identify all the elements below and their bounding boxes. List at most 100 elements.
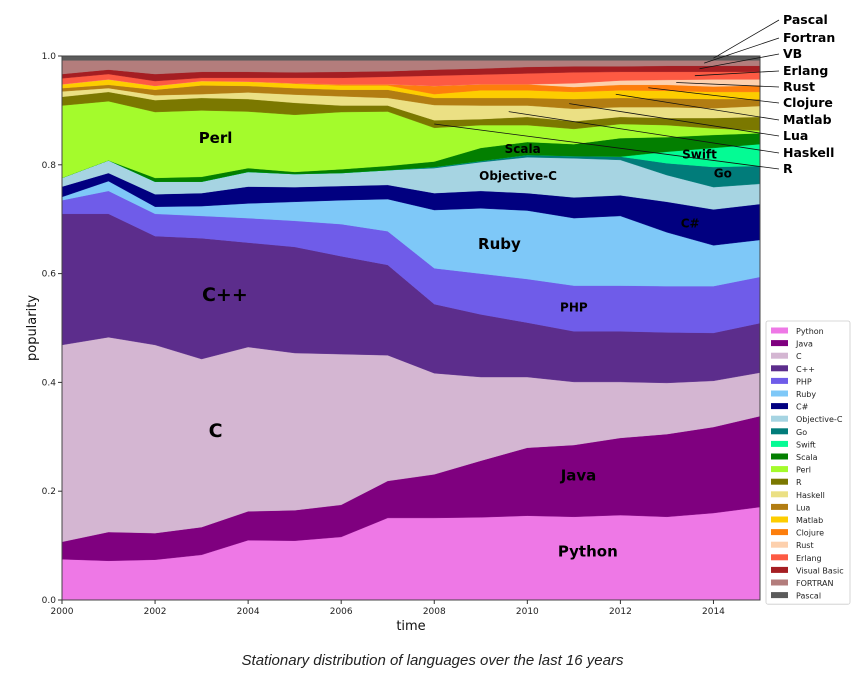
stacked-area-chart: 2000 2002 2004 2006 2008 2010 2012 2014 0.00.20… — [25, 12, 851, 634]
x-tick-label: 2012 — [609, 607, 632, 617]
legend-label: Swift — [796, 440, 816, 449]
annotation-clojure: Clojure — [783, 95, 833, 110]
legend-item-perl: Perl — [771, 466, 811, 475]
y-tick-label: 1.0 — [42, 52, 57, 62]
legend-label: Rust — [796, 541, 814, 550]
annotation-leader-line — [434, 123, 780, 170]
legend-label: R — [796, 478, 802, 487]
area-label-cpp: C++ — [202, 284, 248, 306]
legend-label: C# — [796, 403, 809, 412]
x-tick-label: 2004 — [237, 607, 260, 617]
y-tick-label: 0.0 — [42, 596, 57, 606]
legend-item-objective-c: Objective-C — [771, 415, 843, 424]
legend-swatch — [771, 491, 788, 498]
area-label-go: Go — [714, 166, 732, 180]
legend-label: Pascal — [796, 592, 821, 601]
x-axis-label: time — [396, 619, 425, 634]
legend-item-haskell: Haskell — [771, 491, 825, 500]
legend-item-python: Python — [771, 327, 824, 336]
figure-caption: Stationary distribution of languages ove… — [241, 652, 624, 669]
annotation-pascal: Pascal — [783, 12, 828, 27]
area-label-java: Java — [560, 466, 597, 484]
legend-item-clojure: Clojure — [771, 529, 824, 538]
legend-swatch — [771, 541, 788, 548]
annotation-leader-line — [508, 111, 780, 154]
legend-label: Java — [795, 340, 813, 349]
area-label-perl: Perl — [199, 129, 233, 147]
legend-swatch — [771, 453, 788, 460]
legend-swatch — [771, 554, 788, 561]
annotation-rust: Rust — [783, 79, 815, 94]
legend-swatch — [771, 516, 788, 523]
x-tick-label: 2006 — [330, 607, 353, 617]
legend-swatch — [771, 478, 788, 485]
annotation-leader-line — [615, 93, 780, 121]
y-tick-label: 0.6 — [42, 270, 57, 280]
y-tick-label: 0.2 — [42, 487, 56, 497]
annotation-lua: Lua — [783, 128, 808, 143]
legend-item-visual-basic: Visual Basic — [771, 566, 844, 575]
annotation-fortran: Fortran — [783, 30, 835, 45]
legend-label: Visual Basic — [796, 566, 844, 575]
area-label-ruby: Ruby — [478, 235, 521, 253]
x-tick-label: 2000 — [51, 607, 74, 617]
annotation-matlab: Matlab — [783, 112, 832, 127]
legend-item-java: Java — [771, 340, 813, 349]
annotation-leader-line — [694, 70, 780, 77]
annotation-leader-line — [699, 53, 780, 70]
x-tick-label: 2010 — [516, 607, 539, 617]
legend-label: Perl — [796, 466, 811, 475]
legend-item-csharp: C# — [771, 403, 809, 412]
x-tick-label: 2014 — [702, 607, 725, 617]
legend-swatch — [771, 529, 788, 536]
area-pascal — [61, 55, 761, 61]
legend-swatch — [771, 579, 788, 586]
annotation-leader-line — [713, 19, 780, 59]
legend-item-php: PHP — [771, 377, 812, 386]
legend-item-fortran: FORTRAN — [771, 579, 833, 588]
y-axis-label: popularity — [25, 295, 40, 361]
legend: Python Java C C++ PHP Ruby C# Objective-C Go Swif… — [765, 320, 851, 605]
legend-label: Haskell — [796, 491, 825, 500]
legend-label: C++ — [796, 365, 815, 374]
legend-item-go: Go — [771, 428, 807, 437]
x-tick-label: 2002 — [144, 607, 167, 617]
area-label-python: Python — [558, 542, 618, 560]
legend-label: Clojure — [796, 529, 824, 538]
legend-label: FORTRAN — [796, 579, 833, 588]
annotation-leader-line — [569, 103, 780, 137]
area-label-c: C — [209, 420, 223, 442]
annotation-vb: VB — [783, 46, 802, 61]
legend-swatch — [771, 592, 788, 599]
plot-frame — [61, 55, 761, 601]
area-label-csharp: C# — [681, 216, 700, 230]
legend-swatch — [771, 566, 788, 573]
y-tick-label: 0.4 — [42, 378, 57, 388]
legend-swatch — [771, 428, 788, 435]
area-label-objective-c: Objective-C — [479, 169, 557, 183]
legend-label: Lua — [796, 503, 810, 512]
legend-label: Go — [796, 428, 807, 437]
legend-label: Python — [796, 327, 824, 336]
legend-label: C — [796, 352, 802, 361]
y-axis: 0.0 0.2 0.4 0.6 0.8 1.0 — [42, 52, 62, 606]
legend-item-r: R — [771, 478, 802, 487]
legend-item-rust: Rust — [771, 541, 814, 550]
legend-item-swift: Swift — [771, 440, 816, 449]
annotation-haskell: Haskell — [783, 145, 834, 160]
legend-swatch — [771, 390, 788, 397]
annotation-r: R — [783, 161, 793, 176]
legend-item-lua: Lua — [771, 503, 810, 512]
annotation-leader-line — [676, 82, 780, 88]
x-axis: 2000 2002 2004 2006 2008 2010 2012 2014 — [51, 600, 725, 617]
legend-item-erlang: Erlang — [771, 554, 822, 563]
legend-label: Matlab — [796, 516, 823, 525]
area-label-scala: Scala — [505, 142, 541, 156]
legend-swatch — [771, 352, 788, 359]
legend-swatch — [771, 403, 788, 410]
y-tick-label: 0.8 — [42, 161, 57, 171]
legend-swatch — [771, 503, 788, 510]
legend-item-c: C — [771, 352, 802, 361]
legend-item-ruby: Ruby — [771, 390, 816, 399]
